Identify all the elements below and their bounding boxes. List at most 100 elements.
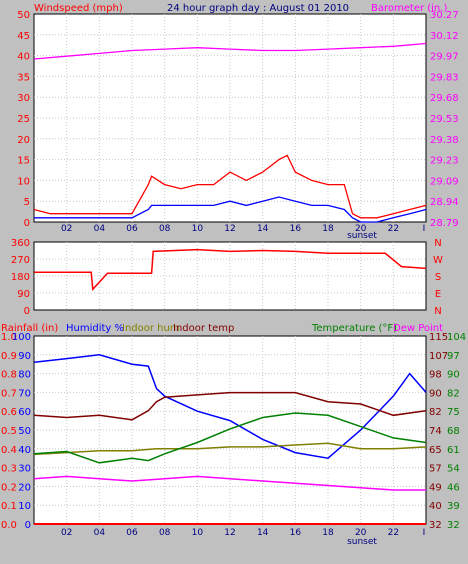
y-tick-label-humidity: 70 (18, 388, 31, 399)
y-tick-label-barometer: 29.97 (430, 52, 459, 63)
x-tick-label-hour: 22 (388, 224, 399, 234)
y-tick-label-humidity: 0 (25, 520, 31, 531)
y-tick-label-temperature: 61 (447, 445, 460, 456)
y-tick-label-rainfall: 0.8 (1, 370, 17, 381)
y-tick-label-barometer: 28.79 (430, 218, 459, 229)
y-tick-label-humidity: 80 (18, 370, 31, 381)
y-tick-label-compass: E (435, 289, 441, 300)
indoor-hum-axis-title: Indoor hum (122, 323, 180, 334)
series-line-temperature (33, 412, 427, 464)
x-tick-label-hour: 08 (159, 224, 171, 234)
y-tick-label-temperature: 68 (447, 426, 460, 437)
y-tick-label-indoor-temp: 82 (429, 407, 442, 418)
series-line-wind-direction (34, 248, 427, 291)
x-tick-label-hour: 06 (126, 224, 138, 234)
y-tick-label-direction: 270 (11, 255, 30, 266)
dew-point-axis-title: Dew Point (393, 323, 443, 334)
sunset-label-bottom: sunset (347, 537, 377, 547)
y-tick-label-barometer: 28.94 (430, 197, 459, 208)
y-tick-label-humidity: 50 (18, 426, 31, 437)
y-tick-label-compass: W (433, 255, 443, 266)
x-tick-label-hour: 20 (355, 528, 367, 538)
sunset-label-top: sunset (347, 231, 377, 241)
y-tick-label-humidity: 40 (18, 445, 31, 456)
y-tick-label-temperature: 39 (447, 501, 460, 512)
y-tick-label-rainfall: 0.1 (1, 501, 17, 512)
y-tick-label-indoor-temp: 115 (429, 332, 448, 343)
series-line-indoor_hum (33, 442, 427, 456)
rainfall-axis-title: Rainfall (in) (1, 323, 58, 334)
x-tick-label-hour: 04 (94, 224, 106, 234)
y-tick-label-temperature: 32 (447, 520, 460, 531)
y-tick-label-rainfall: 0.6 (1, 407, 17, 418)
temperature-axis-title: Temperature (°F) (311, 323, 397, 334)
x-tick-label-hour: 08 (159, 528, 171, 538)
y-tick-label-windspeed: 40 (17, 52, 30, 63)
y-tick-label-indoor-temp: 90 (429, 388, 442, 399)
y-tick-label-compass: N (434, 238, 441, 249)
y-tick-label-barometer: 30.27 (430, 10, 459, 21)
y-tick-label-indoor-temp: 49 (429, 482, 442, 493)
y-tick-label-temperature: 97 (447, 351, 460, 362)
y-tick-label-indoor-temp: 98 (429, 370, 442, 381)
y-tick-label-compass: N (434, 306, 441, 317)
y-tick-label-direction: 0 (24, 306, 30, 317)
y-tick-label-windspeed: 35 (17, 72, 30, 83)
y-tick-label-windspeed: 10 (17, 176, 30, 187)
y-tick-label-direction: 360 (11, 238, 30, 249)
y-tick-label-indoor-temp: 40 (429, 501, 442, 512)
y-tick-label-rainfall: 0.9 (1, 351, 17, 362)
y-tick-label-temperature: 104 (447, 332, 466, 343)
y-tick-label-barometer: 30.12 (430, 31, 459, 42)
x-tick-label-hour: 10 (192, 224, 204, 234)
y-tick-label-temperature: 75 (447, 407, 460, 418)
x-tick-label-hour: 10 (192, 528, 204, 538)
y-tick-label-direction: 180 (11, 272, 30, 283)
y-tick-label-windspeed: 5 (24, 197, 30, 208)
x-tick-label-hour: 18 (322, 528, 334, 538)
x-tick-label-hour: 12 (224, 528, 235, 538)
x-tick-label-hour: 04 (94, 528, 106, 538)
y-tick-label-barometer: 29.68 (430, 93, 459, 104)
y-tick-label-rainfall: 1.0 (1, 332, 17, 343)
y-tick-label-barometer: 29.53 (430, 114, 459, 125)
y-tick-label-windspeed: 30 (17, 93, 30, 104)
y-tick-label-rainfall: 0.4 (1, 445, 17, 456)
y-tick-label-rainfall: 0.7 (1, 388, 17, 399)
series-line-indoor_temp (33, 391, 427, 421)
x-tick-label-hour: 02 (61, 224, 72, 234)
y-tick-label-temperature: 54 (447, 464, 460, 475)
x-tick-label-hour: 06 (126, 528, 138, 538)
x-tick-label-hour: 14 (257, 224, 269, 234)
y-tick-label-rainfall: 0.5 (1, 426, 17, 437)
y-tick-label-windspeed: 25 (17, 114, 30, 125)
x-tick-label-hour: 20 (355, 224, 367, 234)
y-tick-label-indoor-temp: 74 (429, 426, 442, 437)
x-tick-label-hour: 16 (290, 224, 302, 234)
y-tick-label-barometer: 29.83 (430, 72, 459, 83)
humidity-axis-title: Humidity % (66, 323, 124, 334)
y-tick-label-barometer: 29.09 (430, 176, 459, 187)
series-line-gust (33, 154, 427, 219)
x-tick-label-hour: 18 (322, 224, 334, 234)
x-tick-label-hour: 22 (388, 528, 399, 538)
x-tick-label-hour: 02 (61, 528, 72, 538)
grid-lines (34, 14, 426, 524)
barometer-axis-title: Barometer (in.) (371, 3, 447, 14)
series-line-dew_point (33, 475, 426, 491)
y-tick-label-humidity: 100 (12, 332, 31, 343)
y-tick-label-humidity: 60 (18, 407, 31, 418)
y-tick-label-indoor-temp: 107 (429, 351, 448, 362)
y-tick-label-barometer: 29.38 (430, 135, 459, 146)
y-tick-label-rainfall: 0.0 (1, 520, 17, 531)
y-tick-label-indoor-temp: 32 (429, 520, 442, 531)
y-tick-label-windspeed: 50 (17, 10, 30, 21)
y-tick-label-indoor-temp: 65 (429, 445, 442, 456)
axis-tick-labels: 0 5 10 15 20 25 30 35 40 45 50 28.79 28.94 29.09 29.23… (1, 10, 466, 538)
y-tick-label-temperature: 90 (447, 370, 460, 381)
y-tick-label-windspeed: 0 (24, 218, 30, 229)
x-tick-label-hour: 12 (224, 224, 235, 234)
y-tick-label-temperature: 46 (447, 482, 460, 493)
